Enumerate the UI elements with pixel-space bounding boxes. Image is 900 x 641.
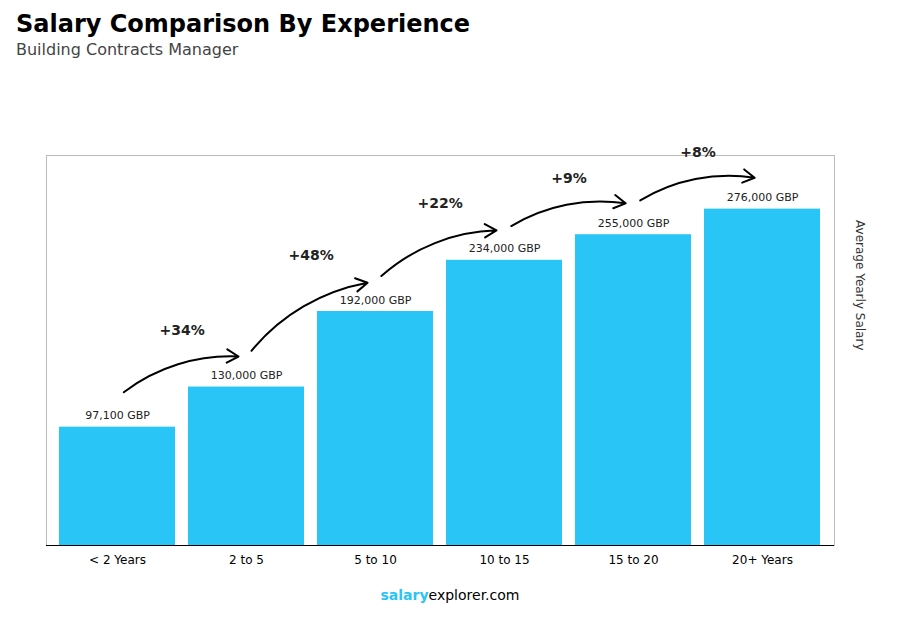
svg-text:97,100 GBP: 97,100 GBP: [85, 409, 150, 422]
svg-text:5 to 10: 5 to 10: [354, 553, 397, 567]
svg-text:+48%: +48%: [288, 247, 333, 263]
html-text:salary explorer.com: salary explorer.com: [380, 587, 520, 603]
html-text:Building Contracts Manager: Building Contracts Manager: [16, 40, 239, 59]
svg-text:20+ Years: 20+ Years: [732, 553, 793, 567]
svg-text:130,000 GBP: 130,000 GBP: [211, 369, 283, 382]
svg-text:+34%: +34%: [159, 322, 204, 338]
svg-text:255,000 GBP: 255,000 GBP: [598, 217, 670, 230]
svg-text:< 2 Years: < 2 Years: [89, 553, 146, 567]
svg-text:Average Yearly Salary: Average Yearly Salary: [853, 220, 867, 350]
svg-text:+9%: +9%: [551, 170, 587, 186]
svg-text:+8%: +8%: [680, 144, 716, 160]
svg-text:+22%: +22%: [417, 195, 462, 211]
svg-text:276,000 GBP: 276,000 GBP: [727, 191, 799, 204]
svg-text:10 to 15: 10 to 15: [479, 553, 529, 567]
svg-text:15 to 20: 15 to 20: [608, 553, 658, 567]
html-text:Salary Comparison By Experienc: Salary Comparison By Experience: [16, 10, 471, 38]
svg-text:234,000 GBP: 234,000 GBP: [469, 242, 541, 255]
svg-text:2 to 5: 2 to 5: [229, 553, 264, 567]
svg-text:192,000 GBP: 192,000 GBP: [340, 294, 412, 307]
